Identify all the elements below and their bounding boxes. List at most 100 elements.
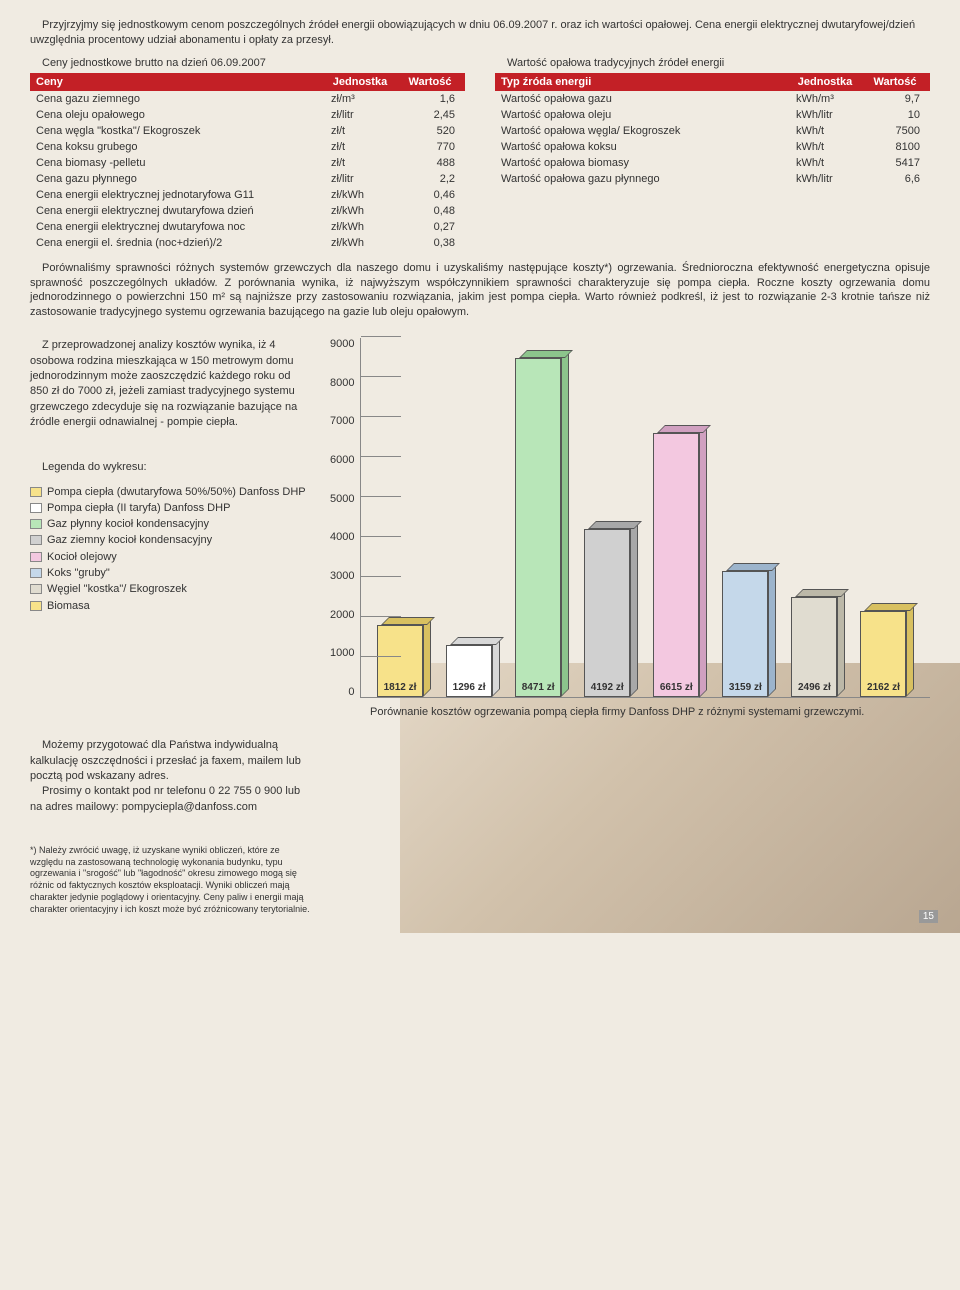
cell-name: Wartość opałowa węgla/ Ekogroszek (495, 123, 790, 139)
table-row: Cena gazu płynnegozł/litr2,2 (30, 171, 465, 187)
gridline (361, 496, 401, 497)
cell-name: Cena gazu ziemnego (30, 91, 325, 107)
bar-side (561, 350, 569, 697)
legend-swatch (30, 535, 42, 545)
cell-unit: zł/m³ (325, 91, 395, 107)
y-tick: 6000 (330, 454, 354, 466)
y-tick: 3000 (330, 570, 354, 582)
table-row: Cena energii el. średnia (noc+dzień)/2zł… (30, 235, 465, 251)
cell-name: Cena energii el. średnia (noc+dzień)/2 (30, 235, 325, 251)
bar-top (726, 563, 780, 571)
table-row: Wartość opałowa biomasykWh/t5417 (495, 155, 930, 171)
gridline (361, 616, 401, 617)
cell-val: 770 (395, 139, 465, 155)
bar: 8471 zł (515, 358, 569, 697)
bar: 1296 zł (446, 645, 500, 697)
bar-side (630, 521, 638, 697)
cell-name: Cena koksu grubego (30, 139, 325, 155)
th-name: Typ źróda energii (495, 73, 790, 91)
legend-item: Pompa ciepła (II taryfa) Danfoss DHP (30, 501, 310, 515)
chart-caption: Porównanie kosztów ogrzewania pompą ciep… (330, 706, 930, 718)
bar-top (381, 617, 435, 625)
bar-top (519, 350, 573, 358)
y-tick: 4000 (330, 531, 354, 543)
bar-label: 1812 zł (379, 682, 421, 693)
prices-table: Ceny Jednostka Wartość Cena gazu ziemneg… (30, 73, 465, 251)
legend-title: Legenda do wykresu: (30, 461, 310, 473)
cell-val: 488 (395, 155, 465, 171)
legend-swatch (30, 568, 42, 578)
table-row: Cena gazu ziemnegozł/m³1,6 (30, 91, 465, 107)
y-tick: 8000 (330, 377, 354, 389)
comparison-paragraph: Porównaliśmy sprawności różnych systemów… (30, 261, 930, 320)
legend-label: Kocioł olejowy (47, 550, 117, 564)
chart-area: 1812 zł 1296 zł 8471 zł 4192 zł 6615 zł 3159 … (360, 338, 930, 698)
cell-name: Wartość opałowa gazu (495, 91, 790, 107)
cell-unit: kWh/t (790, 123, 860, 139)
cell-unit: zł/t (325, 155, 395, 171)
table-row: Cena energii elektrycznej dwutaryfowa no… (30, 219, 465, 235)
cell-val: 0,27 (395, 219, 465, 235)
legend-swatch (30, 552, 42, 562)
table-row: Cena oleju opałowegozł/litr2,45 (30, 107, 465, 123)
cell-val: 520 (395, 123, 465, 139)
table-row: Cena węgla "kostka"/ Ekogroszekzł/t520 (30, 123, 465, 139)
cell-val: 1,6 (395, 91, 465, 107)
bar-label: 3159 zł (724, 682, 766, 693)
legend-list: Pompa ciepła (dwutaryfowa 50%/50%) Danfo… (30, 485, 310, 613)
legend-item: Pompa ciepła (dwutaryfowa 50%/50%) Danfo… (30, 485, 310, 499)
th-unit: Jednostka (790, 73, 860, 91)
bar-side (423, 617, 431, 697)
heating-value-table: Typ źróda energii Jednostka Wartość Wart… (495, 73, 930, 187)
table-row: Wartość opałowa gazu płynnegokWh/litr6,6 (495, 171, 930, 187)
bar-top (657, 425, 711, 433)
gridline (361, 456, 401, 457)
cell-unit: zł/kWh (325, 219, 395, 235)
cell-name: Wartość opałowa biomasy (495, 155, 790, 171)
bar-side (699, 425, 707, 698)
cell-val: 2,2 (395, 171, 465, 187)
th-unit: Jednostka (325, 73, 395, 91)
cell-unit: kWh/t (790, 155, 860, 171)
bar-label: 2496 zł (793, 682, 835, 693)
cell-name: Cena energii elektrycznej jednotaryfowa … (30, 187, 325, 203)
cell-name: Cena energii elektrycznej dwutaryfowa no… (30, 219, 325, 235)
legend-swatch (30, 584, 42, 594)
bar: 2496 zł (791, 597, 845, 697)
th-name: Ceny (30, 73, 325, 91)
chart: 9000800070006000500040003000200010000 18… (330, 338, 930, 718)
cell-unit: zł/t (325, 139, 395, 155)
cell-unit: zł/t (325, 123, 395, 139)
cell-unit: zł/kWh (325, 203, 395, 219)
bar: 4192 zł (584, 529, 638, 697)
table-row: Cena biomasy -pelletuzł/t488 (30, 155, 465, 171)
gridline (361, 376, 401, 377)
table-row: Cena energii elektrycznej dwutaryfowa dz… (30, 203, 465, 219)
gridline (361, 336, 401, 337)
cell-unit: zł/litr (325, 107, 395, 123)
table-left-title: Ceny jednostkowe brutto na dzień 06.09.2… (30, 57, 465, 69)
page-number: 15 (919, 910, 938, 923)
table-row: Wartość opałowa węgla/ EkogroszekkWh/t75… (495, 123, 930, 139)
cell-name: Wartość opałowa oleju (495, 107, 790, 123)
bar-top (795, 589, 849, 597)
legend-label: Gaz płynny kocioł kondensacyjny (47, 517, 209, 531)
bar-label: 8471 zł (517, 682, 559, 693)
legend-label: Węgiel "kostka"/ Ekogroszek (47, 582, 187, 596)
bar-front (584, 529, 630, 697)
bar: 6615 zł (653, 433, 707, 698)
table-right-title: Wartość opałowa tradycyjnych źródeł ener… (495, 57, 930, 69)
gridline (361, 656, 401, 657)
cell-val: 8100 (860, 139, 930, 155)
bar-top (864, 603, 918, 611)
cell-unit: kWh/litr (790, 107, 860, 123)
cell-val: 6,6 (860, 171, 930, 187)
footnote: *) Należy zwrócić uwagę, iż uzyskane wyn… (30, 845, 310, 915)
y-tick: 2000 (330, 609, 354, 621)
cell-name: Wartość opałowa gazu płynnego (495, 171, 790, 187)
bar-side (906, 603, 914, 697)
contact-p2: Prosimy o kontakt pod nr telefonu 0 22 7… (30, 784, 310, 815)
bar-side (768, 563, 776, 697)
bar-front (515, 358, 561, 697)
y-tick: 1000 (330, 647, 354, 659)
